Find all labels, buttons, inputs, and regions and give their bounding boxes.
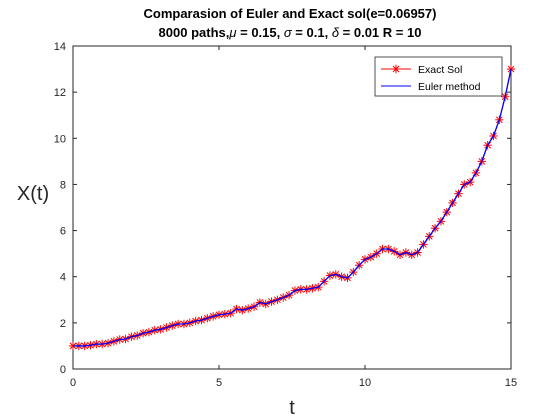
legend-exact-label: Exact Sol [418,64,462,76]
y-tick-label: 4 [60,272,66,284]
legend-exact-asterisk [391,64,401,74]
y-tick-label: 6 [60,226,66,238]
legend: Exact Sol Euler method [374,56,503,97]
series-euler-line [73,68,512,347]
x-tick-label: 10 [359,377,371,389]
delta-value-text: = 0.01 R = 10 [339,25,421,40]
y-tick-label: 14 [54,41,66,53]
x-tick-label: 0 [70,377,76,389]
mu-symbol: μ [228,25,236,40]
y-tick-label: 10 [54,133,66,145]
mu-value-text: = 0.15, [237,25,284,40]
plot-area [72,45,512,370]
y-tick-label: 8 [60,179,66,191]
x-tick-label: 15 [505,377,517,389]
legend-euler-label: Euler method [418,81,481,93]
y-tick-label: 12 [54,87,66,99]
delta-symbol: δ [332,25,340,40]
legend-box [374,56,503,97]
y-axis-label: X(t) [17,183,49,205]
x-axis-label: t [289,397,295,419]
subtitle-prefix: 8000 paths, [159,25,230,40]
y-tick-label: 0 [60,364,66,376]
sigma-value-text: = 0.1, [292,25,332,40]
y-axis-ticks: 0 2 4 6 8 10 12 14 [54,41,511,376]
legend-exact-marker [391,64,401,74]
x-tick-label: 5 [216,377,222,389]
chart-subtitle: 8000 paths,μ = 0.15, σ = 0.1, δ = 0.01 R… [159,25,422,40]
y-tick-label: 2 [60,318,66,330]
x-axis-ticks: 0 5 10 15 [70,46,517,389]
sigma-symbol: σ [284,25,293,40]
chart-title: Comparasion of Euler and Exact sol(e=0.0… [144,6,437,21]
series-layer [68,64,516,351]
